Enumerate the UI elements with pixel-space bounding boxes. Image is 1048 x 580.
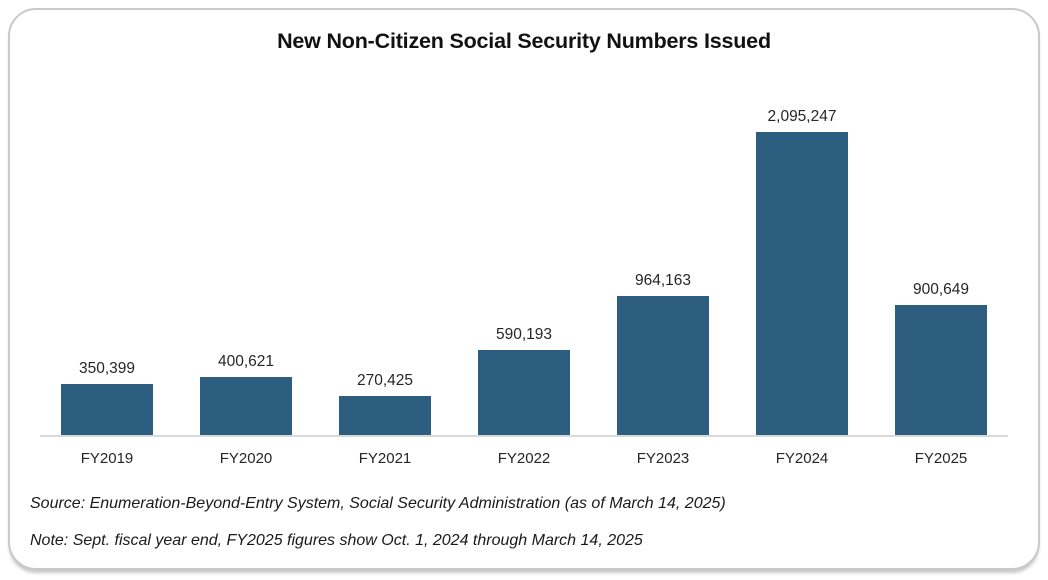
source-footnote: Source: Enumeration-Beyond-Entry System,… xyxy=(30,495,726,512)
bar-value-label: 400,621 xyxy=(217,353,275,370)
x-axis-label: FY2020 xyxy=(219,450,273,467)
chart-card: New Non-Citizen Social Security Numbers … xyxy=(8,8,1040,570)
bar xyxy=(200,377,292,435)
bar-value-label: 270,425 xyxy=(356,372,414,389)
bar-group: 2,095,247 xyxy=(756,108,848,435)
x-axis-label: FY2024 xyxy=(775,450,829,467)
x-axis-label: FY2019 xyxy=(80,450,134,467)
x-axis-label: FY2023 xyxy=(636,450,690,467)
bar xyxy=(895,305,987,435)
x-axis-label: FY2022 xyxy=(497,450,551,467)
bar-group: 964,163 xyxy=(617,272,709,435)
bar xyxy=(756,132,848,435)
bar xyxy=(478,350,570,435)
bar xyxy=(339,396,431,435)
bar-value-label: 590,193 xyxy=(495,326,553,343)
bar-chart-plot-area: 350,399 400,621 270,425 590,193 964,163 2,095… xyxy=(40,106,1008,437)
x-axis-label: FY2021 xyxy=(358,450,412,467)
bar-group: 400,621 xyxy=(200,353,292,435)
x-axis-labels: FY2019 FY2020 FY2021 FY2022 FY2023 FY2024 FY20… xyxy=(40,450,1008,467)
bar-group: 270,425 xyxy=(339,372,431,435)
note-footnote: Note: Sept. fiscal year end, FY2025 figu… xyxy=(30,532,643,549)
bar-value-label: 964,163 xyxy=(634,272,692,289)
chart-title: New Non-Citizen Social Security Numbers … xyxy=(277,29,771,53)
x-axis-label: FY2025 xyxy=(914,450,968,467)
bar xyxy=(61,384,153,435)
bar-value-label: 350,399 xyxy=(78,360,136,377)
bar-group: 350,399 xyxy=(61,360,153,435)
bar xyxy=(617,296,709,435)
bar-value-label: 2,095,247 xyxy=(767,108,837,125)
bar-value-label: 900,649 xyxy=(912,281,970,298)
bar-group: 590,193 xyxy=(478,326,570,435)
bar-group: 900,649 xyxy=(895,281,987,435)
